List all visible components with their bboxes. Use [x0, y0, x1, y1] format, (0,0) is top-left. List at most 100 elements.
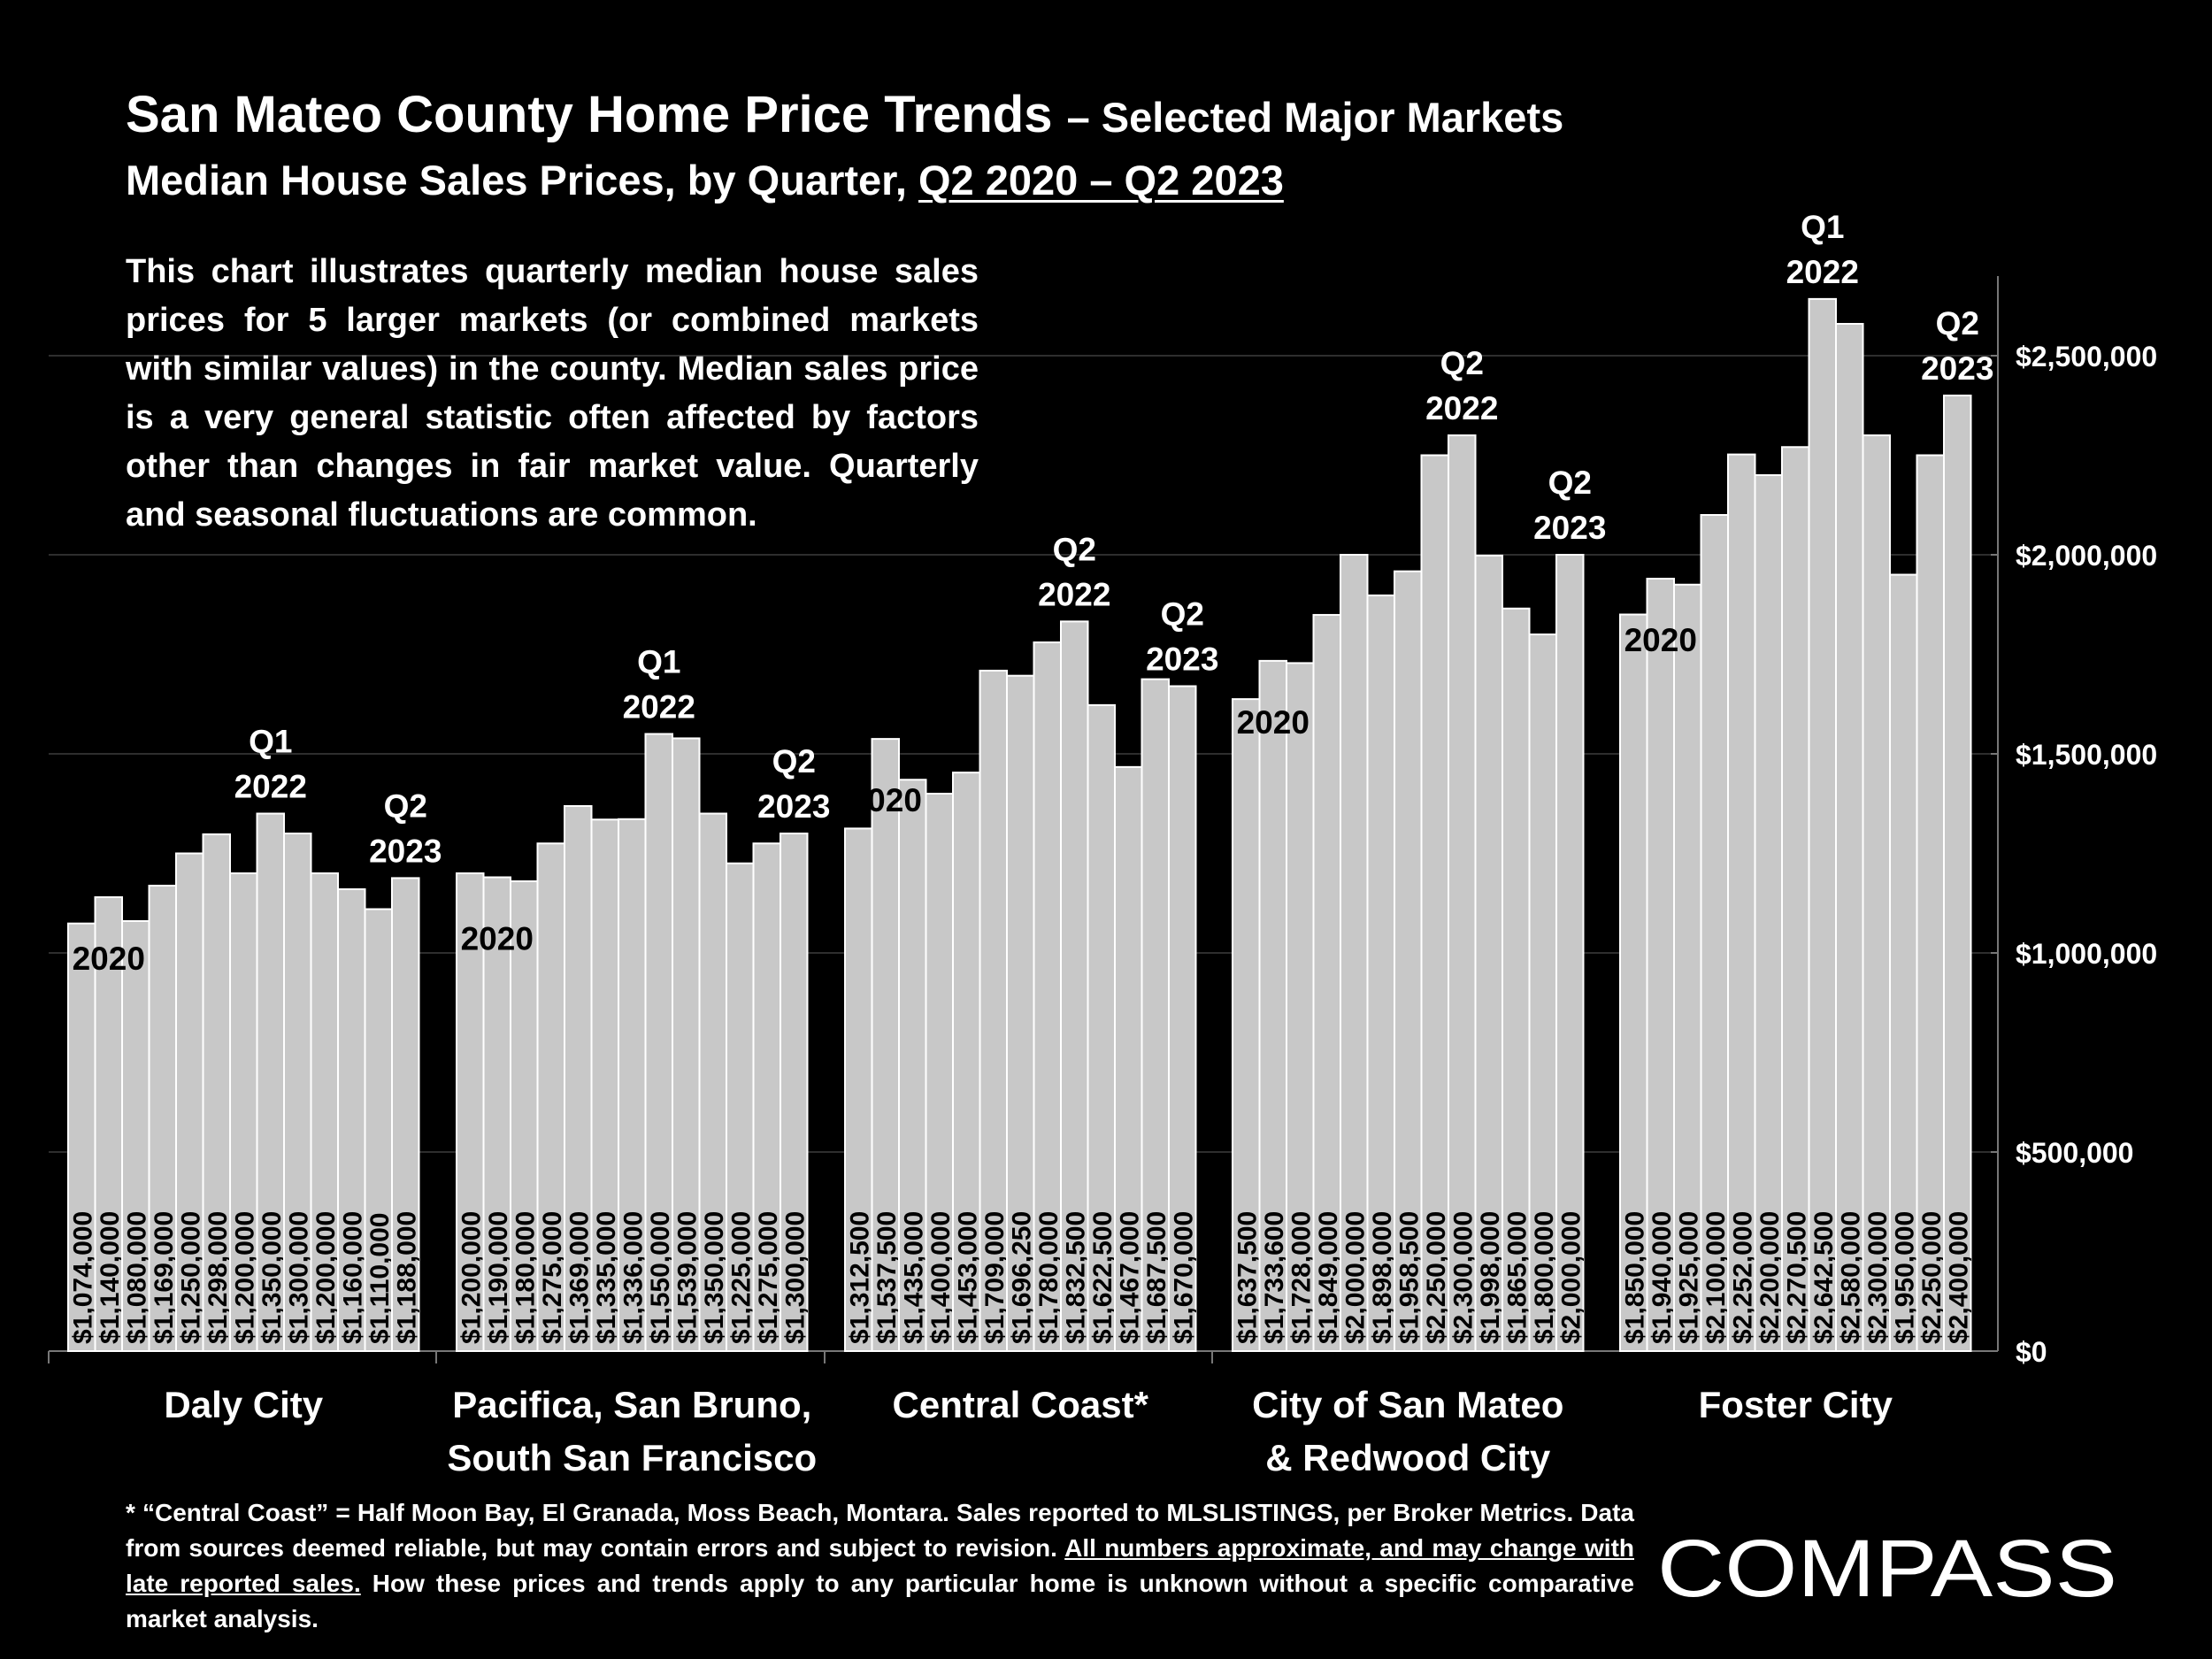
bar-value-label: $1,225,000: [726, 1211, 756, 1344]
bar: [1727, 453, 1756, 1352]
bar-value-label: $1,250,000: [176, 1211, 205, 1344]
bar: [1916, 454, 1945, 1352]
bar: [1835, 323, 1864, 1352]
bar-annotation: 2020: [461, 921, 534, 957]
footnote: * “Central Coast” = Half Moon Bay, El Gr…: [126, 1495, 1634, 1637]
category-label: City of San Mateo: [1252, 1384, 1563, 1425]
bar: [1286, 662, 1315, 1352]
bar-value-label: $2,300,000: [1863, 1211, 1893, 1344]
bar-annotation: 2020: [1624, 622, 1697, 658]
bar: [1448, 434, 1477, 1352]
bar-value-label: $1,200,000: [457, 1211, 486, 1344]
bar-annotation: 2023: [1533, 510, 1606, 546]
category-label: Foster City: [1699, 1384, 1893, 1425]
bar: [1619, 613, 1648, 1352]
y-tick-label: $0: [2016, 1336, 2047, 1368]
bar-value-label: $1,298,000: [204, 1211, 233, 1344]
bar-annotation: 2022: [623, 689, 695, 726]
subtitle-range: Q2 2020 – Q2 2023: [918, 157, 1284, 204]
bar: [1808, 297, 1837, 1352]
y-tick-label: $1,500,000: [2016, 739, 2157, 771]
bar-annotation: 2023: [757, 788, 830, 825]
bar-value-label: $1,312,500: [845, 1211, 874, 1344]
bar-value-label: $1,140,000: [96, 1211, 125, 1344]
bar: [1474, 554, 1503, 1352]
bar: [1141, 678, 1170, 1352]
bar-annotation: 2023: [1921, 350, 1993, 387]
bar: [510, 880, 539, 1352]
bar-value-label: $1,335,000: [592, 1211, 621, 1344]
bar-value-label: $1,074,000: [68, 1211, 97, 1344]
bar: [1943, 395, 1972, 1352]
bar-value-label: $1,728,000: [1286, 1211, 1316, 1344]
bar-value-label: $2,300,000: [1448, 1211, 1478, 1344]
bar-annotation: Q1: [637, 644, 680, 680]
bar-annotation: Q1: [249, 724, 292, 760]
y-tick-label: $500,000: [2016, 1137, 2133, 1169]
bar: [1700, 514, 1729, 1352]
bar-value-label: $1,080,000: [122, 1211, 151, 1344]
bar-value-label: $1,169,000: [150, 1211, 179, 1344]
bar-annotation: 2023: [369, 833, 442, 869]
bar: [644, 733, 673, 1352]
title-suffix: – Selected Major Markets: [1066, 94, 1564, 141]
bar: [844, 827, 873, 1352]
bar: [590, 818, 619, 1352]
category-label: Central Coast*: [893, 1384, 1149, 1425]
bar-value-label: $1,940,000: [1647, 1211, 1677, 1344]
bar-value-label: $1,188,000: [392, 1211, 421, 1344]
bar: [780, 833, 809, 1352]
bar: [1555, 554, 1585, 1352]
bar-annotation: 2022: [1786, 254, 1859, 290]
footnote-text-1: * “Central Coast” = Half Moon Bay, El Gr…: [126, 1499, 1634, 1562]
bar-annotation: 2022: [1425, 390, 1498, 426]
bar-value-label: $1,849,000: [1314, 1211, 1343, 1344]
bar: [1232, 698, 1261, 1352]
bar-value-label: $1,350,000: [257, 1211, 287, 1344]
bar: [898, 779, 927, 1352]
bar-annotation: Q2: [1548, 465, 1592, 501]
y-tick-label: $1,000,000: [2016, 938, 2157, 970]
bar-value-label: $1,110,000: [365, 1213, 395, 1345]
bar: [1420, 454, 1449, 1352]
bar: [1087, 703, 1116, 1352]
bar: [1366, 594, 1395, 1352]
bar: [229, 872, 258, 1352]
bar: [1646, 578, 1675, 1352]
bar-value-label: $1,958,500: [1394, 1211, 1424, 1344]
compass-logo-text: COMPASS: [1657, 1524, 2117, 1612]
chart-subtitle: Median House Sales Prices, by Quarter, Q…: [126, 156, 1284, 204]
bar-annotation: 2020: [73, 941, 145, 977]
bar-value-label: $1,275,000: [754, 1211, 783, 1344]
bar-annotation: Q2: [384, 787, 427, 824]
bar-value-label: $2,252,000: [1728, 1211, 1757, 1344]
bar: [456, 872, 485, 1352]
bar-value-label: $1,709,000: [980, 1211, 1010, 1344]
bar: [175, 852, 204, 1352]
bar: [1528, 634, 1557, 1352]
bar-value-label: $1,539,000: [672, 1211, 702, 1344]
bar-value-label: $1,190,000: [484, 1211, 513, 1344]
bar: [1258, 659, 1287, 1352]
bar-annotation: Q2: [1936, 305, 1979, 342]
bar-annotation: 2022: [1038, 576, 1110, 612]
y-tick-label: $2,000,000: [2016, 540, 2157, 572]
bar: [1114, 765, 1143, 1352]
bar-value-label: $1,537,500: [872, 1211, 902, 1344]
bar-value-label: $1,467,000: [1115, 1211, 1144, 1344]
bar-value-label: $2,270,500: [1782, 1211, 1811, 1344]
bar-value-label: $2,250,000: [1422, 1211, 1451, 1344]
bar: [536, 842, 565, 1352]
bar-value-label: $2,642,500: [1809, 1211, 1839, 1344]
bar-value-label: $1,950,000: [1890, 1211, 1919, 1344]
bar-value-label: $1,200,000: [311, 1211, 341, 1344]
footnote-disclaimer: All numbers approximate, and may change …: [126, 1534, 1634, 1597]
bar-annotation: Q2: [1053, 531, 1096, 567]
bar-value-label: $2,400,000: [1944, 1211, 1973, 1344]
bar-value-label: $1,865,000: [1502, 1211, 1532, 1344]
bar-value-label: $1,850,000: [1620, 1211, 1649, 1344]
bar-value-label: $1,200,000: [230, 1211, 259, 1344]
bar: [1862, 434, 1891, 1352]
bar-value-label: $1,336,000: [618, 1211, 648, 1344]
